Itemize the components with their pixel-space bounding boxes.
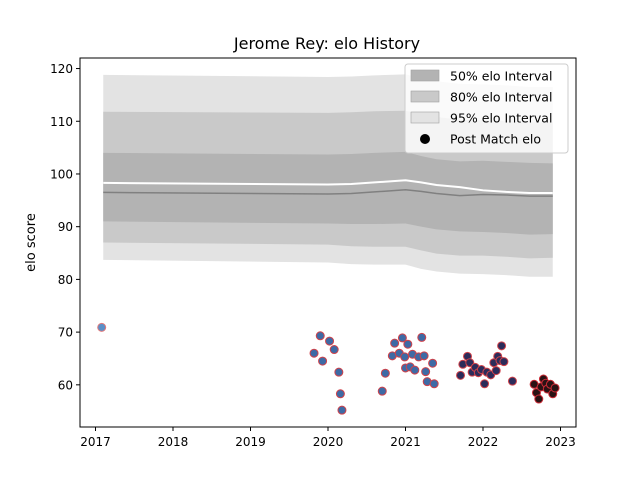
x-axis-ticks: 2017 2018 2019 2020 2021 2022 2023 [80,427,576,449]
x-tick-label: 2018 [158,435,189,449]
data-point [403,339,413,349]
y-tick-label: 90 [58,220,73,234]
data-point [329,345,339,355]
data-point [334,367,344,377]
x-tick-label: 2019 [235,435,266,449]
band-50-area [103,151,553,235]
y-tick-label: 120 [50,62,73,76]
data-point [480,379,490,389]
x-tick-label: 2017 [80,435,111,449]
data-point [397,333,407,343]
legend-label: 80% elo Interval [450,90,552,105]
mean-elo-line [103,189,553,197]
upper-white-line [103,179,553,194]
data-point [390,338,400,348]
legend-swatch [410,69,440,82]
data-point [380,368,390,378]
data-point [429,379,439,389]
legend-swatch [410,90,440,103]
data-point [315,331,325,341]
data-point [419,351,429,361]
legend-swatch [410,111,440,124]
x-tick-label: 2021 [390,435,421,449]
data-point [97,322,107,332]
legend-label: Post Match elo [450,132,541,147]
data-point [550,383,560,393]
data-point [534,394,544,404]
data-point [400,352,410,362]
legend-box [404,63,569,154]
y-tick-label: 110 [50,115,73,129]
legend: 50% elo Interval 80% elo Interval 95% elo … [404,63,569,154]
data-point [335,389,345,399]
data-point [410,365,420,375]
legend-label: 95% elo Interval [450,111,552,126]
post-match-points [97,322,560,415]
y-tick-label: 60 [58,378,73,392]
chart-title: Jerome Rey: elo History [233,34,420,53]
mean-lines [103,179,553,197]
data-point [309,348,319,358]
y-tick-label: 70 [58,326,73,340]
y-axis-ticks: 60 70 80 90 100 110 120 [50,62,80,392]
data-point [325,336,335,346]
data-point [337,405,347,415]
x-tick-label: 2022 [468,435,499,449]
x-tick-label: 2023 [545,435,576,449]
data-point [456,370,466,380]
legend-label: 50% elo Interval [450,69,552,84]
data-point [417,332,427,342]
data-point [491,366,501,376]
data-point [377,386,387,396]
data-point [421,367,431,377]
data-point [499,357,509,367]
data-point [507,376,517,386]
data-point [497,341,507,351]
y-tick-label: 100 [50,167,73,181]
data-point [318,356,328,366]
x-tick-label: 2020 [313,435,344,449]
legend-marker [420,134,430,144]
y-axis-label: elo score [24,213,39,272]
y-tick-label: 80 [58,273,73,287]
data-point [428,358,438,368]
